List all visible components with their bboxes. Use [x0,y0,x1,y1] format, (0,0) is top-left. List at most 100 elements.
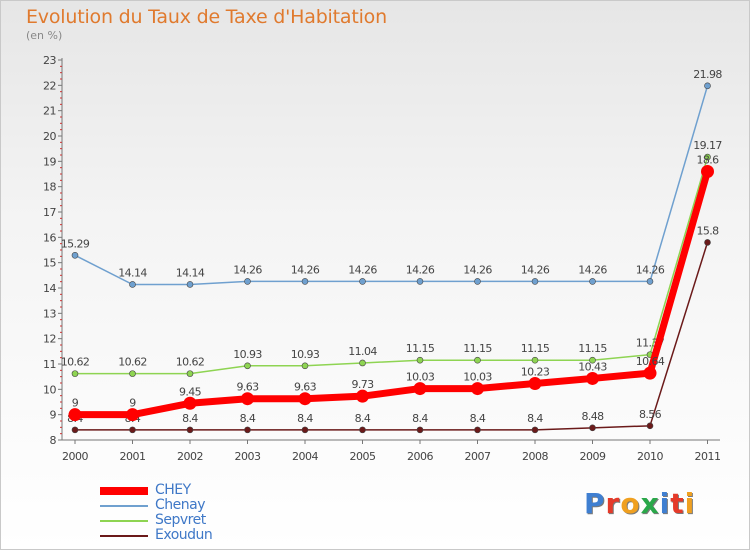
y-tick-label: 17 [43,206,56,219]
legend-swatch-chey [100,487,148,495]
data-point-sepvret [244,362,251,370]
data-label-chenay: 14.26 [521,263,550,276]
data-point-chenay [704,82,711,90]
data-label-chenay: 14.26 [636,263,665,276]
y-tick-label: 15 [43,257,56,270]
data-label-sepvret: 10.93 [291,348,320,361]
y-tick-label: 12 [43,333,56,346]
data-point-chenay [71,252,79,259]
data-label-chey: 9 [72,397,79,410]
data-point-chey [356,389,369,403]
legend-swatch-exoudun [100,535,148,537]
series-line-sepvret [75,156,709,375]
data-point-chenay [359,278,366,285]
data-label-sepvret: 10.62 [176,356,205,369]
data-label-chenay: 14.14 [118,266,147,279]
proxiti-logo: Proxiti [584,487,695,520]
data-label-sepvret: 11.04 [348,345,377,358]
chart-subtitle: (en %) [26,29,63,42]
data-point-chey [701,164,714,178]
chart-title: Evolution du Taux de Taxe d'Habitation [26,6,387,28]
data-point-chenay [244,278,251,285]
x-tick-label: 2007 [465,450,491,463]
data-label-chey: 10.64 [636,355,665,368]
data-point-sepvret [416,356,424,364]
data-point-chey [413,382,427,396]
data-point-sepvret [704,153,711,161]
logo-letter: o [620,487,641,520]
data-point-exoudun [704,239,711,246]
legend-item-chenay: Chenay [100,497,300,514]
data-label-chey: 9.63 [236,381,259,394]
legend-label-chey: CHEY [155,482,191,498]
data-point-chey [586,371,599,385]
y-tick-label: 21 [43,105,56,118]
data-label-exoudun: 8.4 [240,412,256,425]
y-tick-label: 19 [43,155,56,168]
data-label-chenay: 14.14 [176,266,205,279]
data-point-chey [241,392,254,406]
data-label-chey: 9.45 [179,385,202,398]
y-tick-label: 16 [43,231,56,244]
data-label-chey: 10.03 [463,371,492,384]
data-point-exoudun [244,426,251,434]
data-label-chey: 10.03 [406,371,435,384]
data-point-sepvret [129,370,136,377]
y-tick-label: 18 [43,181,56,194]
data-label-chenay: 14.26 [463,263,492,276]
data-label-exoudun: 8.4 [355,412,371,425]
legend-label-sepvret: Sepvret [155,512,206,528]
data-point-chey [471,382,484,396]
data-point-sepvret [474,356,481,364]
logo-letter: r [605,487,621,520]
data-point-exoudun [589,424,596,432]
data-label-chenay: 15.29 [61,237,90,250]
data-label-chey: 9 [129,397,136,410]
chart-legend: CHEY Chenay Sepvret Exoudun [100,482,300,544]
data-point-exoudun [416,426,424,434]
legend-item-chey: CHEY [100,482,300,499]
data-label-exoudun: 8.4 [527,412,543,425]
data-label-chenay: 14.26 [348,263,377,276]
x-tick-label: 2000 [62,450,88,463]
data-point-chenay [474,278,481,285]
legend-item-exoudun: Exoudun [100,527,300,544]
data-label-exoudun: 8.48 [581,410,604,423]
data-point-chenay [186,281,194,288]
y-tick-label: 23 [43,54,56,67]
y-tick-label: 10 [43,383,56,396]
x-tick-label: 2006 [407,450,433,463]
x-tick-label: 2003 [235,450,261,463]
x-tick-label: 2004 [292,450,318,463]
legend-swatch-sepvret [100,520,148,522]
x-tick-label: 2005 [350,450,376,463]
y-tick-label: 11 [43,358,56,371]
data-point-sepvret [359,359,366,367]
data-point-chey [68,408,82,422]
data-point-chenay [129,281,136,288]
data-label-exoudun: 8.4 [182,412,198,425]
x-tick-label: 2002 [177,450,203,463]
data-label-chenay: 14.26 [406,263,435,276]
data-point-chey [528,377,542,391]
data-label-exoudun: 8.56 [639,408,662,421]
data-point-chenay [416,278,424,285]
data-label-exoudun: 8.4 [297,412,313,425]
data-label-sepvret: 10.62 [61,356,90,369]
data-label-sepvret: 11.15 [521,342,550,355]
x-tick-label: 2001 [120,450,146,463]
x-tick-label: 2009 [580,450,606,463]
data-label-chey: 10.23 [521,366,550,379]
data-label-chenay: 14.26 [578,263,607,276]
data-point-exoudun [301,426,309,434]
data-point-exoudun [474,426,481,434]
data-label-chenay: 14.26 [291,263,320,276]
x-tick-label: 2010 [637,450,663,463]
data-point-sepvret [186,370,194,377]
data-label-exoudun: 8.4 [470,412,486,425]
logo-letter: i [659,487,671,520]
legend-item-sepvret: Sepvret [100,512,300,529]
data-label-sepvret: 11.15 [406,342,435,355]
data-label-chey: 9.63 [294,381,317,394]
data-label-chenay: 14.26 [233,263,262,276]
